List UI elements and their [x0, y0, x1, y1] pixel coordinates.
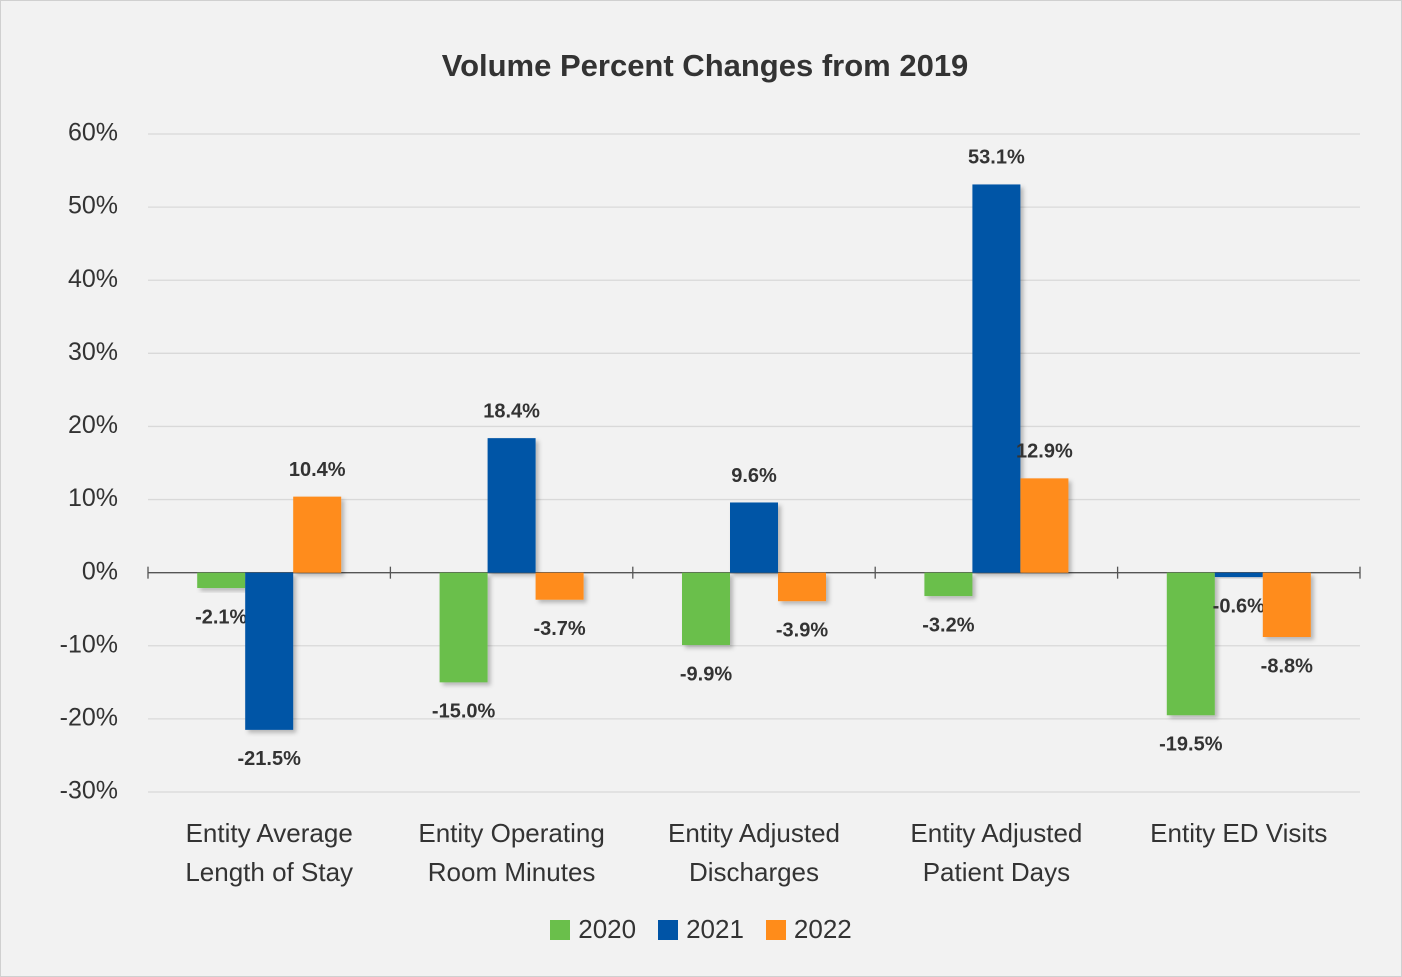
y-tick-label: 40%	[68, 265, 118, 293]
x-tick-label: Entity Adjusted Patient Days	[910, 818, 1083, 887]
y-tick-label: 0%	[82, 557, 118, 585]
data-label: 18.4%	[483, 400, 540, 422]
legend-swatch	[550, 919, 571, 940]
data-label: -21.5%	[238, 748, 302, 770]
y-tick-label: -10%	[60, 630, 118, 658]
bar	[293, 496, 342, 573]
bar	[1166, 572, 1215, 716]
data-label: 10.4%	[289, 459, 346, 481]
bar	[778, 572, 826, 602]
x-tick-label: Entity Average Length of Stay	[185, 818, 354, 887]
data-label: -9.9%	[680, 663, 732, 685]
bar	[924, 572, 973, 597]
data-label: -3.2%	[922, 614, 974, 636]
legend-swatch	[765, 919, 786, 940]
y-tick-label: -30%	[60, 777, 118, 805]
data-label: -3.7%	[533, 618, 585, 640]
legend-item: 2021	[658, 914, 744, 945]
data-label: 53.1%	[968, 147, 1025, 169]
x-tick-label: Entity Operating Room Minutes	[418, 818, 605, 887]
data-label: 9.6%	[731, 465, 777, 487]
y-tick-label: 20%	[68, 411, 118, 439]
data-label: -8.8%	[1261, 655, 1313, 677]
legend-item: 2022	[765, 914, 852, 945]
data-label: -2.1%	[195, 606, 247, 628]
bar	[972, 184, 1021, 573]
y-tick-label: 30%	[68, 338, 118, 366]
bar	[487, 438, 536, 573]
x-tick-label: Entity ED Visits	[1150, 818, 1328, 848]
y-tick-label: -20%	[60, 703, 118, 731]
legend: 2020 2021 2022	[0, 914, 1402, 945]
legend-swatch	[658, 919, 679, 940]
bar	[245, 572, 294, 730]
y-tick-label: 10%	[68, 484, 118, 512]
data-label: -3.9%	[776, 619, 828, 641]
legend-label: 2021	[686, 914, 744, 944]
data-label: 12.9%	[1016, 441, 1073, 463]
legend-label: 2022	[793, 914, 852, 944]
bar	[1214, 572, 1263, 578]
legend-item: 2020	[550, 914, 636, 945]
data-label: -19.5%	[1159, 734, 1223, 756]
data-label: -0.6%	[1213, 595, 1265, 617]
data-label: -15.0%	[432, 701, 496, 723]
bar	[682, 572, 730, 646]
legend-label: 2020	[578, 914, 637, 944]
bar	[439, 572, 488, 683]
y-tick-label: 60%	[68, 119, 118, 147]
x-tick-label: Entity Adjusted Discharges	[668, 818, 840, 887]
bar	[535, 572, 584, 600]
bar	[197, 572, 246, 589]
bar	[1262, 572, 1311, 638]
bar	[1020, 478, 1069, 573]
bar	[730, 502, 778, 573]
y-tick-label: 50%	[68, 192, 118, 220]
chart-title: Volume Percent Changes from 2019	[442, 48, 969, 83]
